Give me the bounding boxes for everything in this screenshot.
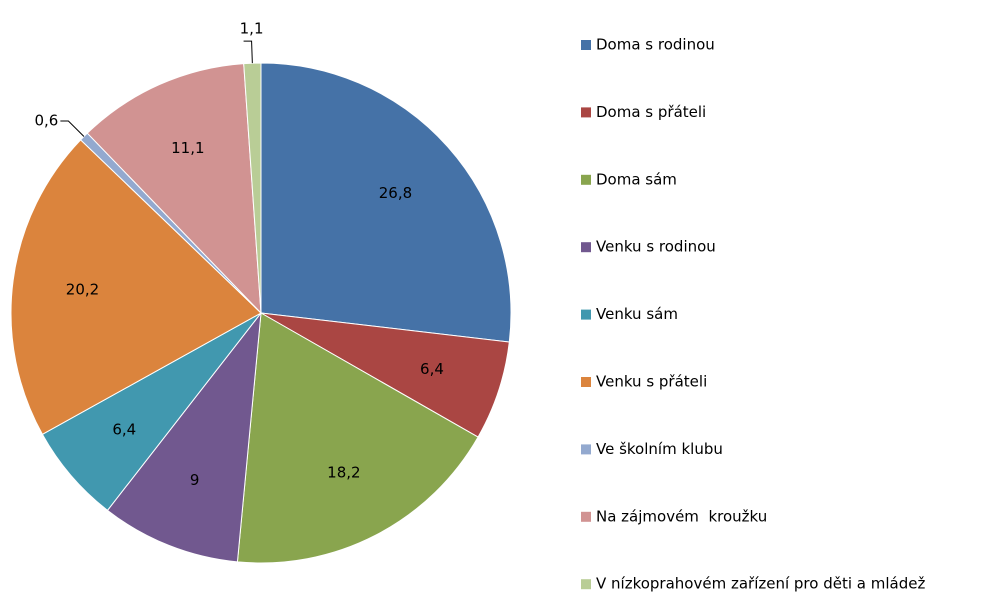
legend-label: Ve školním klubu (596, 440, 723, 458)
pie-slice (243, 62, 262, 314)
data-label: 26,8 (379, 184, 412, 202)
leader-line (60, 120, 85, 137)
pie-slice (86, 63, 262, 315)
pie-slice (236, 312, 479, 564)
legend-swatch (581, 174, 591, 185)
data-label: 20,2 (66, 280, 99, 298)
legend-label: Doma s rodinou (596, 36, 715, 54)
data-label: 0,6 (35, 111, 59, 129)
legend-swatch (581, 444, 591, 455)
legend-swatch (581, 309, 591, 320)
legend-swatch (581, 579, 591, 590)
data-label: 6,4 (112, 421, 136, 439)
legend-label: Na zájmovém kroužku (596, 507, 767, 525)
legend-label: Venku s rodinou (596, 238, 716, 256)
legend-swatch (581, 107, 591, 118)
legend-swatch (581, 511, 591, 522)
leader-line (243, 40, 253, 64)
legend-swatch (581, 40, 591, 50)
pie-slice (260, 62, 512, 343)
data-label: 11,1 (171, 139, 204, 157)
data-label: 6,4 (420, 360, 444, 378)
data-label: 9 (190, 471, 200, 489)
legend-label: V nízkoprahovém zařízení pro děti a mlád… (596, 575, 925, 592)
pie-slice (106, 311, 262, 563)
data-label: 1,1 (240, 20, 264, 38)
legend-label: Doma sám (596, 170, 677, 188)
legend-swatch (581, 242, 591, 253)
pie-slice (10, 139, 262, 436)
legend-label: Venku s přáteli (596, 373, 707, 391)
legend-swatch (581, 377, 591, 387)
legend-label: Venku sám (596, 305, 678, 323)
legend-label: Doma s přáteli (596, 103, 706, 121)
data-label: 18,2 (327, 463, 360, 481)
